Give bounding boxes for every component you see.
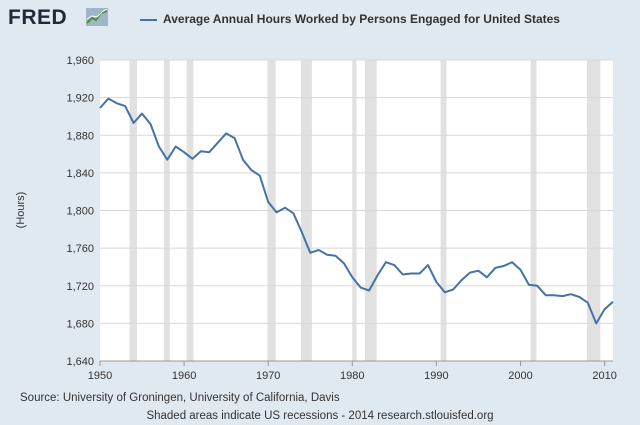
- series-line: [99, 97, 614, 325]
- trend-line-icon: [86, 8, 108, 26]
- y-tick-label: 1,840: [66, 168, 94, 180]
- x-tick-label: 2010: [592, 370, 616, 382]
- x-tick-label: 1990: [424, 370, 448, 382]
- fred-logo[interactable]: FRED: [8, 6, 68, 29]
- x-tick-label: 1960: [172, 370, 196, 382]
- y-axis-label: (Hours): [15, 192, 27, 229]
- x-tick-label: 1980: [340, 370, 364, 382]
- y-tick-label: 1,800: [66, 206, 94, 218]
- x-axis-ticks: 1950 1960 1970 1980 1990 2000 2010: [88, 360, 617, 382]
- y-tick-label: 1,640: [66, 356, 94, 368]
- x-tick-label: 1970: [256, 370, 280, 382]
- y-tick-label: 1,680: [66, 318, 94, 330]
- y-tick-label: 1,720: [66, 281, 94, 293]
- gridlines: [100, 59, 613, 362]
- y-tick-label: 1,760: [66, 243, 94, 255]
- y-tick-label: 1,960: [66, 55, 94, 67]
- x-tick-label: 1950: [88, 370, 112, 382]
- y-tick-label: 1,880: [66, 130, 94, 142]
- legend-swatch: [140, 19, 157, 21]
- source-note: Source: University of Groningen, Univers…: [20, 392, 340, 404]
- legend-label: Average Annual Hours Worked by Persons E…: [163, 12, 560, 26]
- y-tick-label: 1,920: [66, 93, 94, 105]
- chart-legend: Average Annual Hours Worked by Persons E…: [140, 12, 630, 27]
- x-tick-label: 2000: [508, 370, 532, 382]
- recession-note: Shaded areas indicate US recessions - 20…: [146, 410, 494, 422]
- y-axis-ticks: 1,640 1,680 1,720 1,760 1,800 1,840 1,880 1,920…: [66, 55, 94, 368]
